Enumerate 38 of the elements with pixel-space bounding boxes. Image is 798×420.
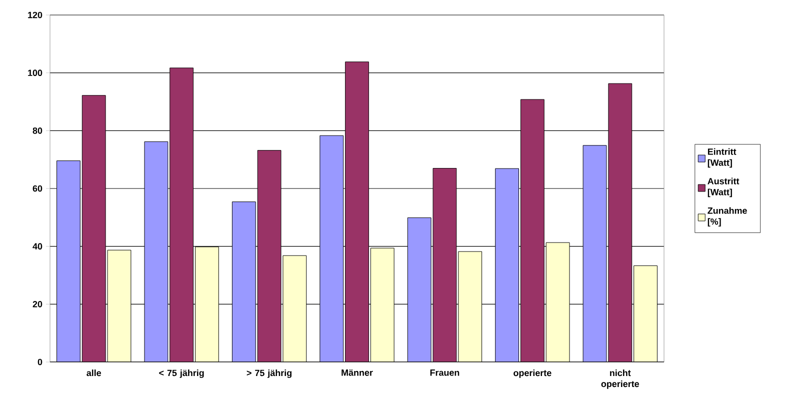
bar <box>320 135 344 362</box>
y-tick-label: 0 <box>38 358 42 366</box>
bar <box>170 68 194 362</box>
legend-label: Zunahme [%] <box>708 207 747 227</box>
y-tick-label: 120 <box>28 12 42 18</box>
bar <box>432 168 457 362</box>
bar <box>107 250 132 362</box>
bar <box>257 150 282 362</box>
bar <box>144 141 168 362</box>
y-tick-label: 20 <box>32 300 42 308</box>
y-tick-label: 80 <box>32 127 42 134</box>
bar <box>546 242 570 362</box>
bar <box>634 265 658 362</box>
x-tick-label: < 75 jährig <box>159 370 204 378</box>
bar <box>370 248 394 362</box>
bar <box>232 202 256 362</box>
bar <box>345 62 369 362</box>
bar <box>495 168 519 362</box>
bar <box>82 95 106 362</box>
x-tick-label: Frauen <box>430 370 460 376</box>
x-tick-label: operierte <box>514 370 552 378</box>
x-tick-label: Männer <box>342 370 373 376</box>
y-tick-label: 60 <box>32 185 42 192</box>
bar <box>56 160 80 362</box>
bar <box>407 217 432 362</box>
x-tick-label: alle <box>86 370 102 376</box>
bar <box>282 255 307 362</box>
bar <box>458 251 482 362</box>
bar <box>608 83 632 362</box>
legend-label: Eintritt [Watt] <box>708 148 736 168</box>
legend-label: Austritt [Watt] <box>708 178 740 198</box>
bar <box>195 246 219 362</box>
x-tick-label: nicht operierte <box>601 370 640 389</box>
bar <box>520 99 544 362</box>
bar <box>582 145 607 362</box>
y-tick-label: 100 <box>28 70 42 76</box>
x-tick-label: > 75 jährig <box>246 370 292 378</box>
y-tick-label: 40 <box>32 243 42 250</box>
